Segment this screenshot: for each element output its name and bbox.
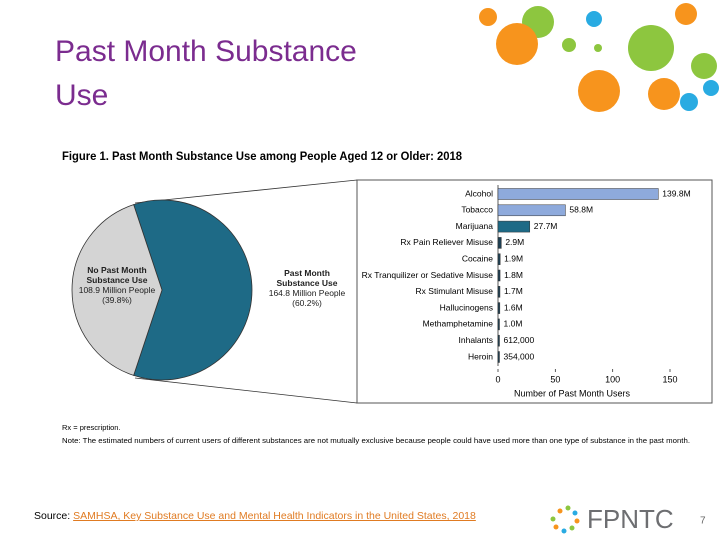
bar [497, 253, 501, 265]
pie-value-label: (39.8%) [102, 295, 132, 305]
pie-category: Past Month Substance Use [276, 268, 338, 288]
pie-slice [133, 199, 253, 381]
page-number: 7 [700, 516, 706, 527]
x-tick-label: 50 [550, 374, 560, 384]
value-label: 58.8M [569, 205, 593, 215]
pie-slice [71, 204, 163, 376]
value-label: 2.9M [505, 237, 524, 247]
connector [134, 377, 358, 404]
pie-label: Past Month Substance Use 164.8 Million Pe… [262, 268, 352, 308]
value-label: 27.7M [534, 221, 558, 231]
logo-icon [550, 505, 580, 534]
bar [497, 220, 531, 233]
x-tick-label: 150 [662, 374, 677, 384]
pie-label: No Past Month Substance Use 108.9 Million… [72, 265, 162, 305]
footnote: Rx = prescription. [62, 423, 121, 432]
value-label: 1.8M [504, 270, 523, 280]
bar [497, 237, 502, 249]
value-label: 354,000 [504, 351, 535, 361]
figure-title: Figure 1. Past Month Substance Use among… [62, 151, 463, 163]
bar [497, 188, 659, 200]
pie-value-label: (60.2%) [292, 298, 322, 308]
logo: FPNTC [587, 504, 674, 534]
value-label: 139.8M [662, 188, 690, 198]
x-tick-label: 100 [605, 374, 620, 384]
category-label: Tobacco [461, 205, 493, 215]
category-label: Marijuana [456, 221, 494, 231]
category-label: Inhalants [459, 335, 494, 345]
value-label: 1.9M [504, 253, 523, 263]
category-label: Alcohol [465, 188, 493, 198]
category-label: Cocaine [462, 253, 493, 263]
value-label: 1.6M [504, 302, 523, 312]
x-tick-label: 0 [495, 374, 500, 384]
category-label: Rx Pain Reliever Misuse [400, 237, 493, 247]
pie-people: 164.8 Million People [268, 288, 346, 298]
x-axis-label: Number of Past Month Users [514, 388, 631, 398]
bar [497, 286, 501, 298]
category-label: Methamphetamine [423, 319, 494, 329]
value-label: 1.7M [504, 286, 523, 296]
bar-panel [356, 179, 713, 404]
source: Source: SAMHSA, Key Substance Use and Me… [34, 510, 476, 522]
slide-title: Past Month Substance Use [55, 35, 357, 112]
category-label: Rx Tranquilizer or Sedative Misuse [362, 270, 494, 280]
bar [497, 351, 500, 363]
bar [497, 204, 566, 217]
source-prefix: Source: [34, 510, 74, 522]
source-link[interactable]: SAMHSA, Key Substance Use and Mental Hea… [73, 510, 476, 522]
category-label: Heroin [468, 351, 493, 361]
bar [497, 334, 500, 347]
category-label: Rx Stimulant Misuse [416, 286, 494, 296]
bar [497, 302, 501, 314]
pie-people: 108.9 Million People [78, 285, 156, 295]
bar [497, 318, 500, 331]
connector [134, 179, 358, 204]
value-label: 612,000 [504, 335, 535, 345]
value-label: 1.0M [504, 319, 523, 329]
note: Note: The estimated numbers of current u… [62, 436, 690, 445]
decor-circles [479, 3, 719, 112]
bar [497, 269, 501, 282]
category-label: Hallucinogens [440, 302, 493, 312]
pie-category: No Past Month Substance Use [86, 265, 148, 285]
